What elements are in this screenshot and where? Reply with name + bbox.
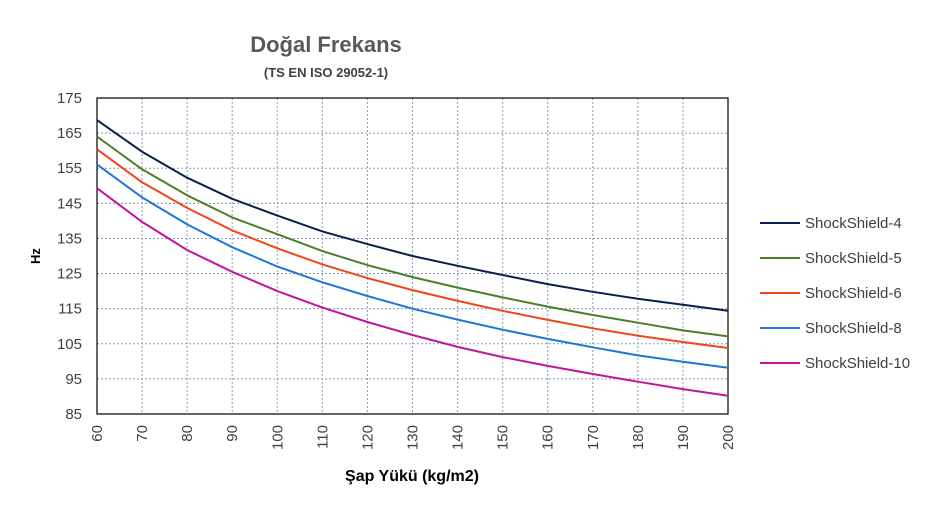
legend-label: ShockShield-6 (805, 285, 902, 302)
y-tick-label: 105 (57, 336, 82, 353)
gridlines (97, 98, 728, 414)
legend-label: ShockShield-10 (805, 355, 910, 372)
y-tick-label: 155 (57, 160, 82, 177)
series-line-shockshield-4 (96, 119, 729, 312)
series-lines (96, 119, 729, 397)
x-tick-label: 60 (89, 425, 106, 442)
y-tick-label: 175 (57, 90, 82, 107)
series-line-shockshield-5 (96, 135, 729, 338)
chart-subtitle: (TS EN ISO 29052-1) (264, 65, 388, 80)
x-tick-label: 140 (450, 425, 467, 450)
y-axis-ticks: 85 95 105 115 125 135 145 155 165 175 (57, 90, 82, 423)
y-tick-label: 85 (65, 406, 82, 423)
series-line-shockshield-8 (96, 163, 729, 369)
series-line-shockshield-6 (96, 148, 729, 349)
y-tick-label: 95 (65, 371, 82, 388)
x-tick-label: 90 (224, 425, 241, 442)
y-tick-label: 115 (58, 301, 82, 318)
legend: ShockShield-4 ShockShield-5 ShockShield-6 S… (760, 215, 910, 372)
x-tick-label: 130 (405, 425, 422, 450)
legend-label: ShockShield-4 (805, 215, 902, 232)
plot-area (96, 97, 729, 415)
x-tick-label: 190 (675, 425, 692, 450)
x-tick-label: 110 (314, 425, 331, 449)
y-tick-label: 125 (57, 266, 82, 283)
y-tick-label: 165 (57, 125, 82, 142)
x-tick-label: 70 (134, 425, 151, 442)
x-tick-label: 170 (585, 425, 602, 450)
y-axis-label: Hz (28, 248, 43, 264)
x-tick-label: 80 (179, 425, 196, 442)
legend-label: ShockShield-8 (805, 320, 902, 337)
x-axis-ticks: 60 70 80 90 100 110 120 130 140 150 160 170 180 190 20… (89, 425, 737, 450)
x-axis-label: Şap Yükü (kg/m2) (345, 468, 479, 485)
x-tick-label: 160 (540, 425, 557, 450)
x-tick-label: 120 (359, 425, 376, 450)
y-tick-label: 145 (57, 195, 82, 212)
x-tick-label: 100 (269, 425, 286, 450)
x-tick-label: 150 (495, 425, 512, 450)
legend-label: ShockShield-5 (805, 250, 902, 267)
y-tick-label: 135 (57, 230, 82, 247)
x-tick-label: 200 (720, 425, 737, 450)
chart-title: Doğal Frekans (250, 32, 402, 57)
x-tick-label: 180 (630, 425, 647, 450)
series-line-shockshield-10 (96, 187, 729, 397)
